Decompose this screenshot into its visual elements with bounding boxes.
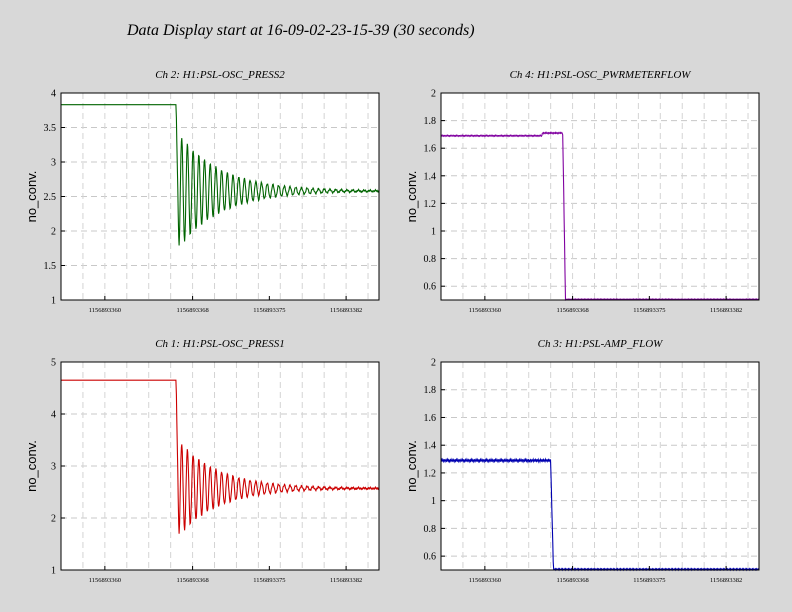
- x-tick-label: 1156893375: [253, 577, 285, 584]
- x-tick-label: 1156893382: [710, 577, 742, 584]
- y-tick-label: 4: [51, 410, 56, 421]
- y-tick-label: 1.8: [424, 116, 437, 127]
- chart-panel: 1 2 3 4 5 1156893360 1156893368 1156893375 11568…: [24, 338, 380, 584]
- y-tick-label: 3.5: [44, 123, 57, 134]
- x-tick-label: 1156893368: [556, 307, 588, 314]
- x-tick-label: 1156893360: [469, 577, 501, 584]
- chart-title: Ch 4: H1:PSL-OSC_PWRMETERFLOW: [510, 69, 692, 81]
- y-tick-label: 1.2: [424, 199, 437, 210]
- x-tick-label: 1156893375: [633, 577, 665, 584]
- y-tick-label: 5: [51, 358, 56, 369]
- y-tick-label: 1.6: [424, 144, 437, 155]
- x-tick-label: 1156893360: [89, 307, 121, 314]
- chart-panel: 0.6 0.8 1 1.2 1.4 1.6 1.8 2 1156893360 1156893368…: [404, 338, 760, 584]
- y-axis-label: no_conv.: [24, 171, 39, 223]
- chart-title: Ch 1: H1:PSL-OSC_PRESS1: [155, 338, 285, 350]
- y-tick-label: 2: [431, 358, 436, 369]
- y-tick-label: 1.2: [424, 468, 437, 479]
- series-line: [440, 457, 760, 572]
- series-line: [61, 379, 380, 534]
- y-axis-label: no_conv.: [404, 440, 419, 492]
- plot-frame: [440, 361, 760, 571]
- x-tick-label: 1156893360: [89, 577, 121, 584]
- y-tick-label: 1.4: [424, 441, 437, 452]
- y-tick-label: 1: [51, 566, 56, 577]
- y-tick-label: 0.8: [424, 254, 437, 265]
- y-tick-label: 1: [431, 496, 436, 507]
- y-tick-label: 1.6: [424, 413, 437, 424]
- x-tick-label: 1156893368: [556, 577, 588, 584]
- x-tick-label: 1156893375: [253, 307, 285, 314]
- y-axis-label: no_conv.: [404, 171, 419, 223]
- chart-title: Ch 3: H1:PSL-AMP_FLOW: [538, 338, 663, 350]
- y-tick-label: 1.5: [44, 261, 57, 272]
- y-tick-label: 1: [51, 296, 56, 307]
- y-tick-label: 3: [51, 462, 56, 473]
- y-tick-label: 1: [431, 227, 436, 238]
- plot-area: [441, 362, 759, 570]
- y-tick-label: 1.8: [424, 385, 437, 396]
- y-tick-label: 2.5: [44, 192, 57, 203]
- series-line: [440, 131, 760, 302]
- series-line: [61, 104, 380, 246]
- y-tick-label: 0.8: [424, 524, 437, 535]
- y-tick-label: 2: [51, 514, 56, 525]
- y-tick-label: 3: [51, 158, 56, 169]
- y-tick-label: 2: [431, 89, 436, 100]
- x-tick-label: 1156893360: [469, 307, 501, 314]
- chart-panel: 0.6 0.8 1 1.2 1.4 1.6 1.8 2 1156893360 1156893368…: [404, 69, 760, 314]
- chart-title: Ch 2: H1:PSL-OSC_PRESS2: [155, 69, 285, 81]
- x-tick-label: 1156893375: [633, 307, 665, 314]
- plot-area: [441, 93, 759, 300]
- y-tick-label: 4: [51, 89, 56, 100]
- plot-frame: [440, 92, 760, 301]
- x-tick-label: 1156893368: [176, 307, 208, 314]
- x-tick-label: 1156893382: [710, 307, 742, 314]
- x-tick-label: 1156893382: [330, 307, 362, 314]
- y-axis-label: no_conv.: [24, 440, 39, 492]
- x-tick-label: 1156893368: [176, 577, 208, 584]
- x-tick-label: 1156893382: [330, 577, 362, 584]
- chart-panel: 1 1.5 2 2.5 3 3.5 4 1156893360 1156893368 1156893…: [24, 69, 380, 314]
- y-tick-label: 0.6: [424, 552, 437, 563]
- y-tick-label: 1.4: [424, 171, 437, 182]
- y-tick-label: 2: [51, 227, 56, 238]
- page-title: Data Display start at 16-09-02-23-15-39 …: [127, 22, 475, 39]
- y-tick-label: 0.6: [424, 282, 437, 293]
